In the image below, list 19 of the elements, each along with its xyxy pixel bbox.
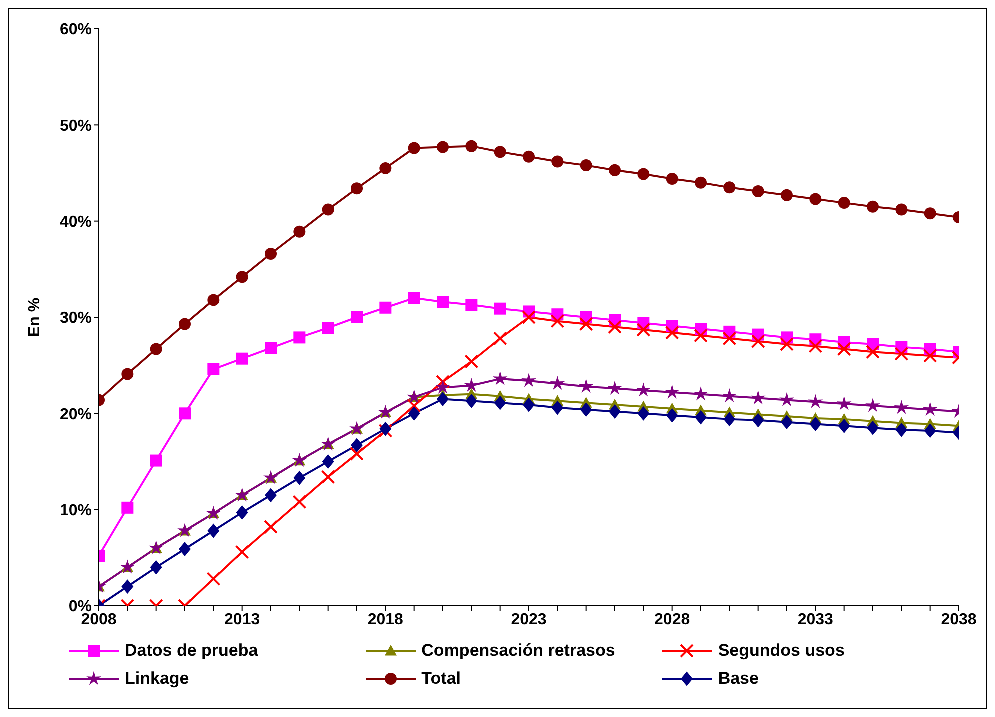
y-tick-label: 60%	[60, 22, 92, 39]
legend-label: Linkage	[125, 669, 190, 689]
legend-label: Total	[422, 669, 462, 689]
y-axis-title: En %	[26, 298, 44, 338]
x-tick-label: 2018	[368, 611, 404, 628]
y-tick-label: 10%	[60, 502, 92, 520]
y-tick-label: 20%	[60, 406, 92, 424]
x-tick-label: 2013	[224, 611, 260, 628]
x-tick-label: 2023	[511, 611, 547, 628]
x-tick-label: 2028	[654, 611, 690, 628]
y-tick-label: 30%	[60, 310, 92, 328]
legend-label: Compensación retrasos	[422, 641, 616, 661]
x-tick-label: 2033	[798, 611, 834, 628]
y-tick-label: 50%	[60, 118, 92, 135]
y-tick-label: 40%	[60, 214, 92, 232]
legend-label: Base	[718, 669, 759, 689]
legend-label: Datos de prueba	[125, 641, 258, 661]
legend-label: Segundos usos	[718, 641, 845, 661]
x-tick-label: 2038	[941, 611, 977, 628]
